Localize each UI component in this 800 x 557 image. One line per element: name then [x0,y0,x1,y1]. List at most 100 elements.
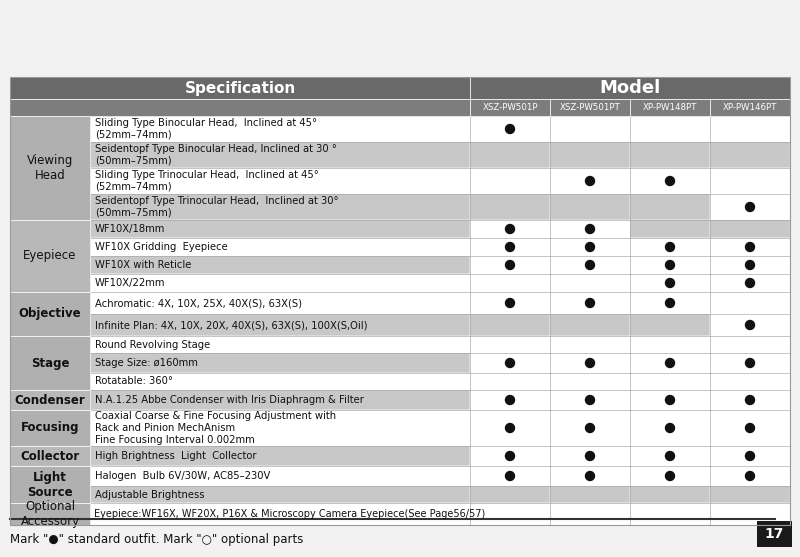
Circle shape [666,471,674,481]
Circle shape [746,278,754,287]
Text: Adjustable Brightness: Adjustable Brightness [95,490,205,500]
Text: Stage Size: ø160mm: Stage Size: ø160mm [95,358,198,368]
Bar [470,336,550,353]
Circle shape [586,224,594,233]
Circle shape [506,452,514,461]
Text: Rotatable: 360°: Rotatable: 360° [95,377,173,387]
Bar [90,353,470,373]
Bar [710,466,790,486]
Text: Viewing
Head: Viewing Head [27,154,73,182]
Bar [550,142,630,168]
Bar [470,486,550,503]
Bar [90,274,470,292]
Bar [710,220,790,238]
Bar [710,336,790,353]
Bar [630,256,710,274]
Circle shape [586,299,594,307]
Bar [550,466,630,486]
Circle shape [746,242,754,252]
Bar [630,446,710,466]
Bar [90,373,470,390]
Text: Achromatic: 4X, 10X, 25X, 40X(S), 63X(S): Achromatic: 4X, 10X, 25X, 40X(S), 63X(S) [95,298,302,308]
Text: WF10X/22mm: WF10X/22mm [95,278,166,288]
Text: XP-PW146PT: XP-PW146PT [723,103,777,112]
Circle shape [506,359,514,368]
Bar [470,99,550,116]
Text: Focusing: Focusing [21,422,79,434]
Bar [710,353,790,373]
Text: XSZ-PW501PT: XSZ-PW501PT [560,103,620,112]
Bar [470,466,550,486]
Circle shape [586,452,594,461]
Bar [710,256,790,274]
Bar [550,446,630,466]
Bar [90,116,470,142]
Bar [90,503,470,525]
Circle shape [586,261,594,270]
Text: High Brightness  Light  Collector: High Brightness Light Collector [95,451,257,461]
Bar [710,410,790,446]
Bar [90,220,470,238]
Text: Objective: Objective [18,307,82,320]
Bar [710,142,790,168]
Bar [90,238,470,256]
Bar [90,256,470,274]
Circle shape [746,261,754,270]
Bar [470,446,550,466]
Bar [10,446,90,466]
Bar [550,314,630,336]
Bar [550,292,630,314]
Bar [10,503,90,525]
Circle shape [746,423,754,432]
Bar [630,220,710,238]
Text: Sliding Type Trinocular Head,  Inclined at 45°
(52mm–74mm): Sliding Type Trinocular Head, Inclined a… [95,170,319,192]
Bar [710,116,790,142]
Text: XP-PW148PT: XP-PW148PT [643,103,697,112]
Bar [550,486,630,503]
Circle shape [666,177,674,185]
Circle shape [506,471,514,481]
Bar [710,373,790,390]
Bar [470,77,790,99]
Bar [550,274,630,292]
Bar [630,410,710,446]
Bar [90,410,470,446]
Text: Light
Source: Light Source [27,471,73,499]
Circle shape [506,242,514,252]
Circle shape [666,423,674,432]
Bar [550,116,630,142]
Bar [470,168,550,194]
Bar [90,390,470,410]
Bar [90,142,470,168]
Circle shape [586,471,594,481]
Bar [630,336,710,353]
Bar [630,314,710,336]
Bar [10,77,790,525]
Circle shape [586,423,594,432]
Circle shape [666,395,674,404]
Bar [470,142,550,168]
Text: XSZ-PW501P: XSZ-PW501P [482,103,538,112]
Circle shape [586,359,594,368]
Bar [630,353,710,373]
Bar [90,292,470,314]
Bar [710,194,790,220]
Bar [550,390,630,410]
Bar [470,220,550,238]
Bar [630,194,710,220]
Bar [470,410,550,446]
Circle shape [666,278,674,287]
Text: Eyepiece:WF16X, WF20X, P16X & Microscopy Camera Eyepiece(See Page56/57): Eyepiece:WF16X, WF20X, P16X & Microscopy… [94,509,486,519]
Circle shape [746,471,754,481]
Bar [10,410,90,446]
Circle shape [746,395,754,404]
Circle shape [666,299,674,307]
Bar [630,466,710,486]
Bar [470,238,550,256]
Circle shape [506,299,514,307]
Bar [550,256,630,274]
Circle shape [506,224,514,233]
Bar [470,373,550,390]
Bar [470,353,550,373]
Bar [630,142,710,168]
